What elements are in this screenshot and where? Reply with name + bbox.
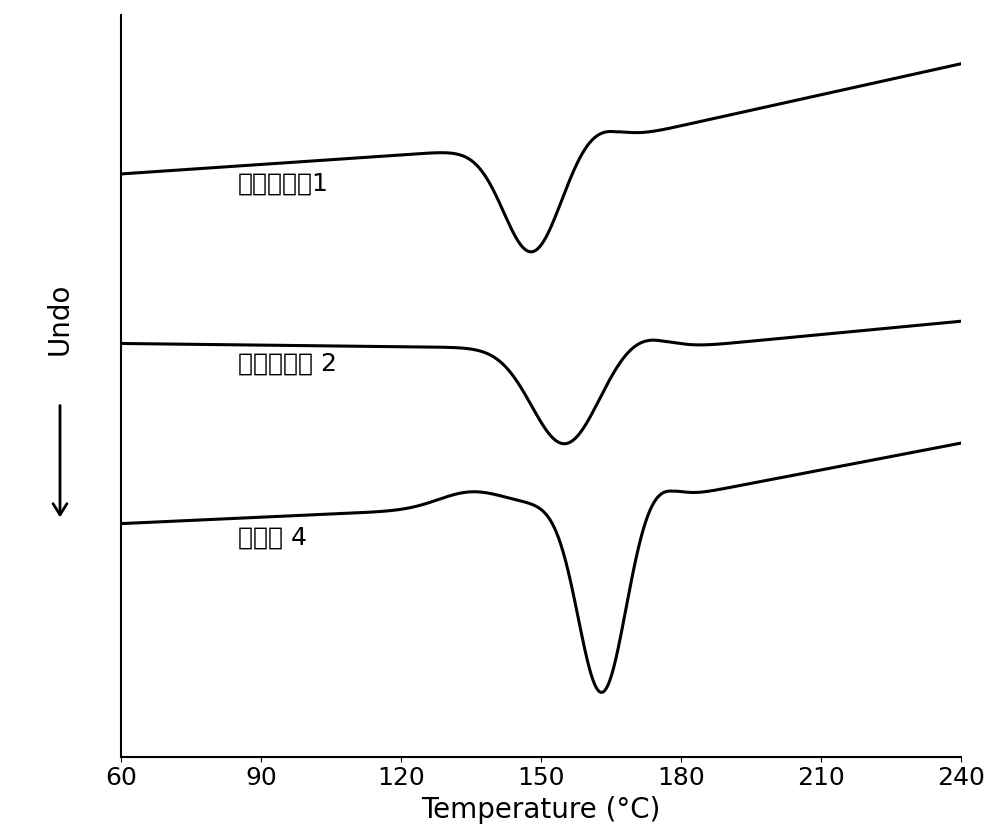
Text: 对比实施例1: 对比实施例1 xyxy=(238,171,328,195)
Text: Undo: Undo xyxy=(46,283,74,355)
Text: 实施例 4: 实施例 4 xyxy=(238,526,307,550)
Text: 对比实施例 2: 对比实施例 2 xyxy=(238,352,337,375)
X-axis label: Temperature (°C): Temperature (°C) xyxy=(421,796,661,824)
